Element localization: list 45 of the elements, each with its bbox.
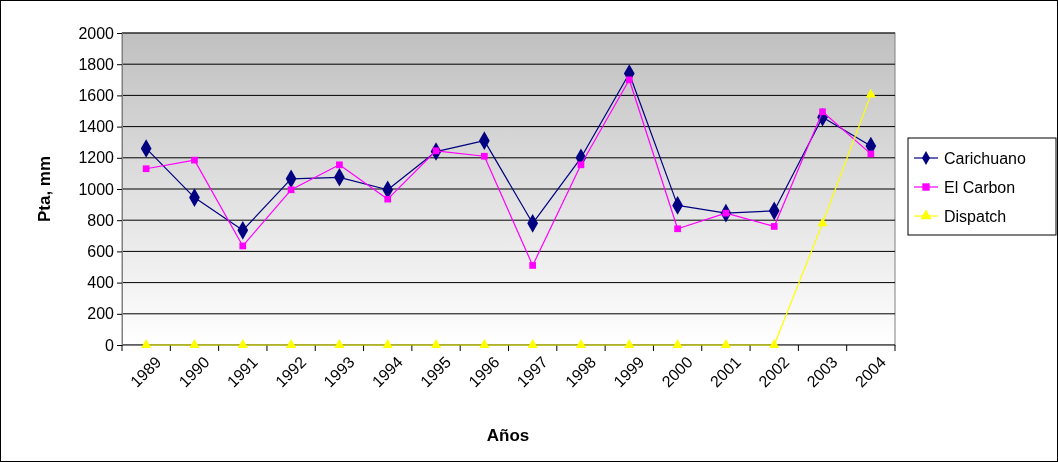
point [141, 339, 152, 348]
point [239, 242, 247, 250]
y-tick-label: 1800 [78, 55, 115, 73]
point [867, 150, 875, 158]
y-tick-label: 200 [87, 305, 115, 323]
point [575, 339, 587, 348]
point [336, 161, 343, 169]
point [286, 339, 297, 348]
point [480, 152, 488, 160]
point [527, 339, 538, 348]
y-tick-label: 400 [87, 274, 115, 292]
y-tick-label: 1200 [78, 149, 115, 167]
point [430, 339, 442, 348]
point [382, 339, 393, 348]
point [817, 217, 828, 227]
y-tick-label: 800 [87, 211, 115, 229]
point [672, 339, 683, 348]
point [720, 339, 731, 348]
point [674, 225, 681, 233]
point [142, 165, 150, 173]
point [189, 339, 200, 348]
point [769, 339, 780, 348]
legend-label: Dispatch [944, 207, 1007, 225]
point [479, 339, 490, 348]
y-tick-label: 2000 [78, 24, 115, 42]
y-tick-label: 1600 [78, 87, 115, 105]
x-axis-title: Años [486, 426, 530, 445]
y-axis-title: Pta, mm [35, 155, 54, 223]
point [577, 161, 585, 169]
point [237, 339, 248, 348]
point [625, 76, 633, 84]
point [819, 108, 826, 116]
y-tick-label: 600 [87, 243, 115, 261]
point [287, 186, 295, 194]
y-tick-label: 1000 [78, 180, 115, 198]
legend-label: El Carbon [944, 178, 1016, 196]
point [191, 156, 198, 164]
point [334, 339, 345, 348]
y-tick-label: 1400 [78, 118, 115, 136]
point [770, 223, 778, 230]
point [624, 339, 635, 348]
y-tick-label: 0 [105, 336, 115, 354]
point [529, 262, 537, 269]
point [384, 195, 392, 203]
legend-label: Carichuano [944, 149, 1026, 167]
